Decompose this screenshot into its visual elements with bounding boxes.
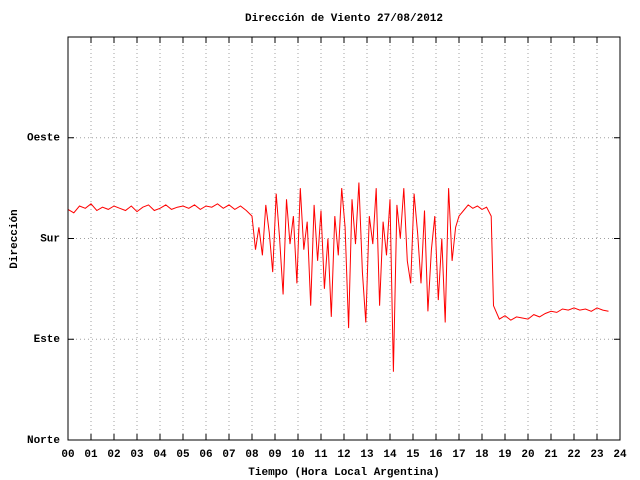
x-tick-label: 22 bbox=[567, 449, 580, 461]
x-tick-label: 09 bbox=[268, 449, 281, 461]
x-tick-label: 17 bbox=[452, 449, 465, 461]
x-tick-label: 23 bbox=[590, 449, 604, 461]
x-tick-label: 12 bbox=[337, 449, 350, 461]
x-tick-label: 14 bbox=[383, 449, 397, 461]
x-tick-label: 16 bbox=[429, 449, 442, 461]
x-axis-label: Tiempo (Hora Local Argentina) bbox=[248, 467, 439, 479]
x-tick-label: 02 bbox=[107, 449, 120, 461]
x-tick-label: 07 bbox=[222, 449, 235, 461]
y-tick-label: Norte bbox=[27, 435, 60, 447]
x-tick-label: 18 bbox=[475, 449, 489, 461]
x-tick-label: 03 bbox=[130, 449, 144, 461]
x-tick-label: 05 bbox=[176, 449, 190, 461]
x-tick-label: 10 bbox=[291, 449, 304, 461]
x-tick-label: 06 bbox=[199, 449, 212, 461]
x-tick-label: 13 bbox=[360, 449, 374, 461]
x-tick-label: 08 bbox=[245, 449, 259, 461]
x-tick-label: 04 bbox=[153, 449, 167, 461]
y-tick-label: Sur bbox=[40, 233, 60, 245]
chart-title: Dirección de Viento 27/08/2012 bbox=[245, 13, 443, 25]
y-tick-label: Oeste bbox=[27, 133, 60, 145]
x-tick-label: 24 bbox=[613, 449, 627, 461]
y-tick-label: Este bbox=[34, 334, 61, 346]
x-tick-label: 19 bbox=[498, 449, 511, 461]
x-tick-label: 21 bbox=[544, 449, 558, 461]
data-line bbox=[67, 182, 609, 372]
x-tick-label: 15 bbox=[406, 449, 420, 461]
plot-border bbox=[67, 36, 621, 441]
x-tick-label: 11 bbox=[314, 449, 328, 461]
x-tick-label: 01 bbox=[84, 449, 98, 461]
x-tick-label: 20 bbox=[521, 449, 534, 461]
x-tick-label: 00 bbox=[61, 449, 74, 461]
y-axis-label: Dirección bbox=[9, 209, 21, 268]
